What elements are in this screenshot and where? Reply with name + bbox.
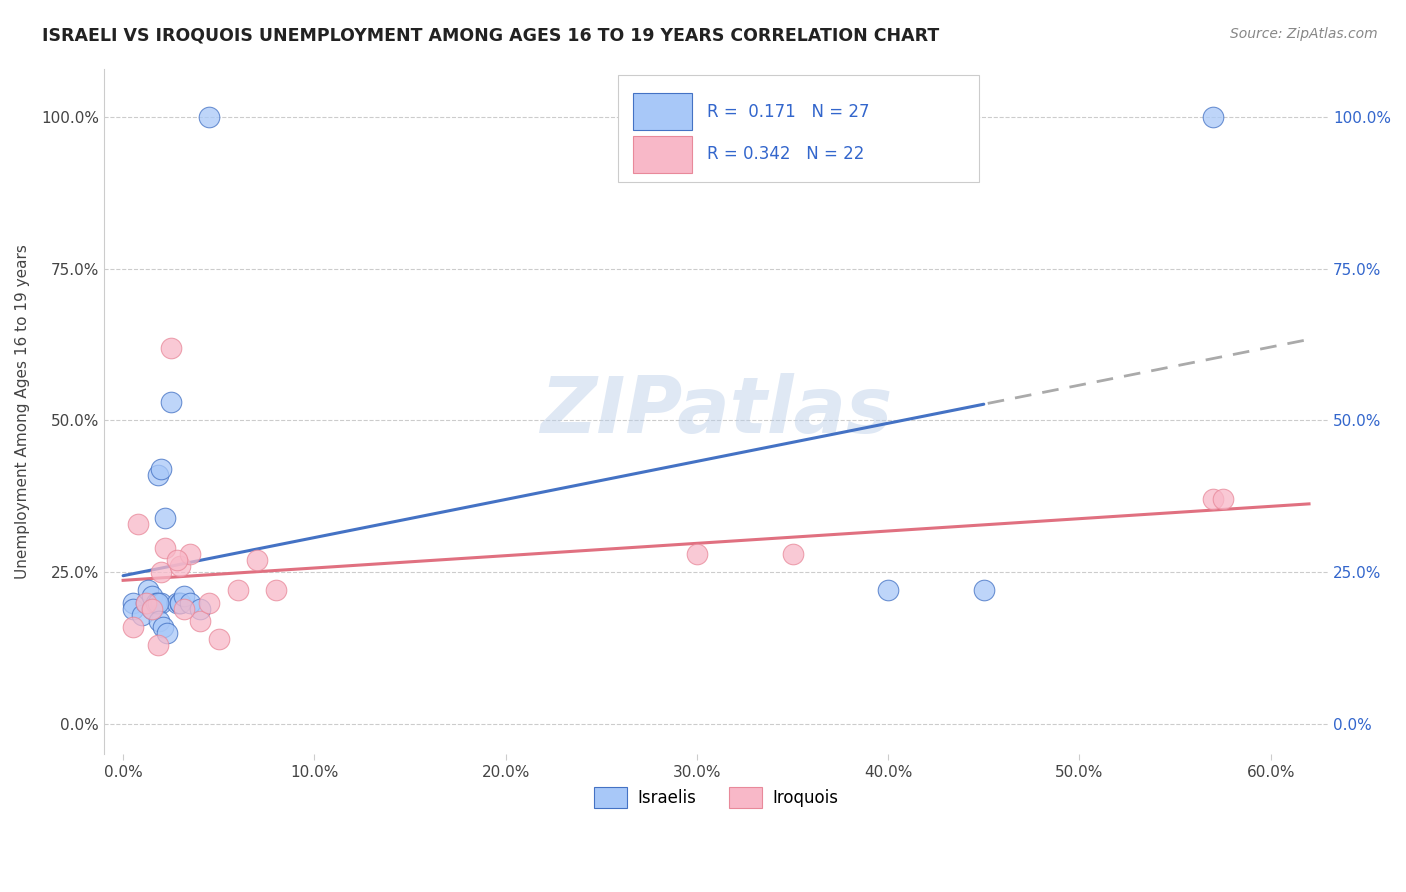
Point (150, 595, 173, 609)
Point (973, 583, 995, 598)
Point (226, 583, 249, 598)
Point (208, 632, 231, 646)
FancyBboxPatch shape (619, 76, 979, 182)
Point (188, 601, 211, 615)
Point (141, 601, 163, 615)
Point (160, 341, 183, 355)
Point (782, 547, 804, 561)
Point (198, 595, 221, 609)
Point (135, 595, 157, 609)
FancyBboxPatch shape (633, 136, 692, 173)
Point (153, 510, 176, 524)
Point (150, 462, 173, 476)
Point (169, 559, 191, 574)
Point (169, 595, 191, 609)
Point (127, 516, 149, 531)
Point (179, 547, 201, 561)
Point (135, 595, 157, 609)
Text: R =  0.171   N = 27: R = 0.171 N = 27 (707, 103, 870, 120)
Point (1202, 110, 1225, 124)
Point (1202, 492, 1225, 507)
Text: ZIPatlas: ZIPatlas (540, 374, 893, 450)
Point (173, 601, 195, 615)
Point (1212, 492, 1234, 507)
Point (156, 625, 179, 640)
Point (153, 541, 176, 555)
Point (146, 595, 169, 609)
Point (145, 595, 167, 609)
Point (152, 620, 174, 634)
Point (188, 614, 211, 628)
Point (141, 601, 163, 615)
Y-axis label: Unemployment Among Ages 16 to 19 years: Unemployment Among Ages 16 to 19 years (15, 244, 30, 579)
Point (198, 110, 221, 124)
Point (246, 553, 269, 567)
Point (146, 638, 169, 652)
Point (686, 547, 709, 561)
Point (136, 583, 159, 598)
Point (169, 595, 191, 609)
Text: Source: ZipAtlas.com: Source: ZipAtlas.com (1230, 27, 1378, 41)
Point (166, 553, 188, 567)
Point (121, 601, 143, 615)
Point (141, 590, 163, 604)
Point (121, 620, 143, 634)
Point (877, 583, 900, 598)
FancyBboxPatch shape (633, 93, 692, 130)
Point (150, 565, 173, 579)
Point (166, 595, 188, 609)
Point (148, 614, 170, 628)
Legend: Israelis, Iroquois: Israelis, Iroquois (586, 780, 845, 814)
Point (160, 395, 183, 409)
Point (146, 468, 169, 483)
Text: R = 0.342   N = 22: R = 0.342 N = 22 (707, 145, 865, 163)
Point (264, 583, 287, 598)
Point (179, 595, 201, 609)
Text: ISRAELI VS IROQUOIS UNEMPLOYMENT AMONG AGES 16 TO 19 YEARS CORRELATION CHART: ISRAELI VS IROQUOIS UNEMPLOYMENT AMONG A… (42, 27, 939, 45)
Point (131, 607, 153, 622)
Point (121, 595, 143, 609)
Point (173, 590, 195, 604)
